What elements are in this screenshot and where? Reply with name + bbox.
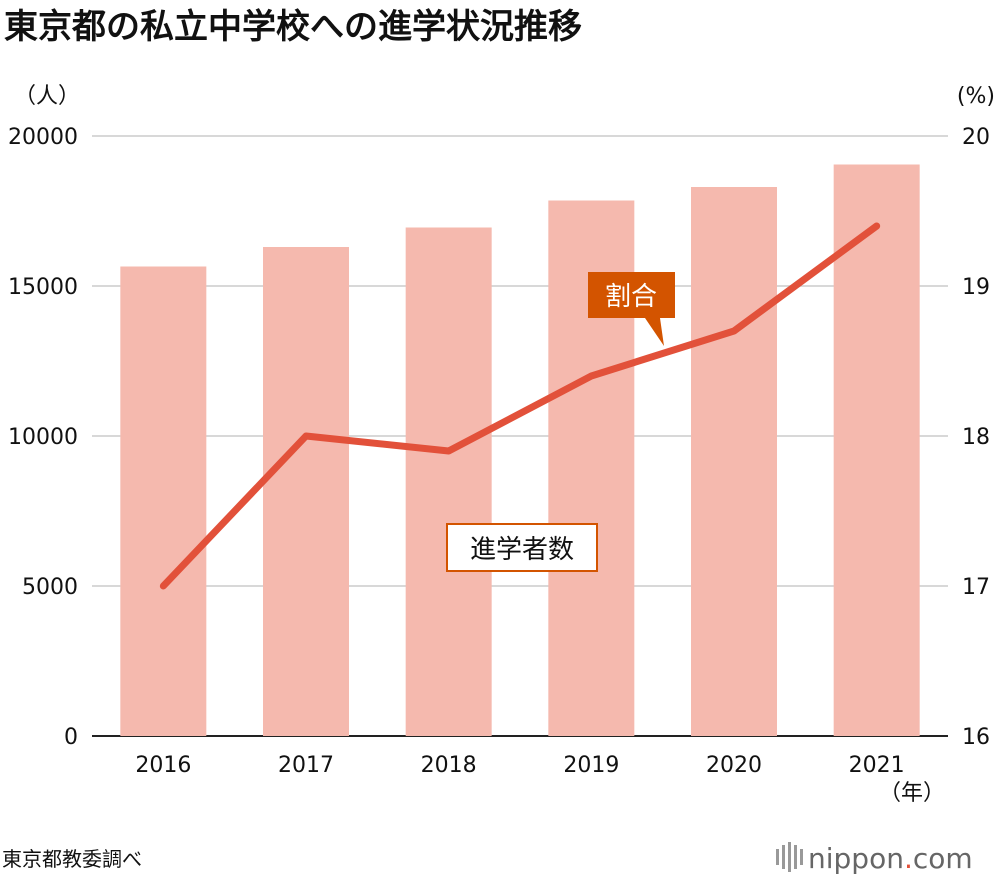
svg-text:nippon.com: nippon.com: [808, 842, 973, 875]
x-tick-label: 2016: [135, 753, 191, 778]
left-axis-ticks: 0 5000 10000 15000 20000: [8, 125, 78, 750]
bar: [405, 227, 492, 736]
chart-title: 東京都の私立中学校への進学状況推移: [4, 7, 582, 47]
bar-series: [120, 164, 920, 736]
callout-count-box: [446, 523, 598, 572]
left-tick-label: 0: [64, 725, 78, 750]
x-tick-label: 2020: [706, 753, 762, 778]
x-tick-label: 2017: [278, 753, 334, 778]
left-tick-label: 20000: [8, 125, 78, 150]
callout-count: 進学者数: [446, 523, 598, 572]
logo-suffix: com: [913, 842, 973, 875]
right-tick-label: 19: [962, 275, 990, 300]
ratio-line: [159, 222, 881, 590]
right-tick-label: 20: [962, 125, 990, 150]
left-tick-label: 10000: [8, 425, 78, 450]
x-tick-label: 2019: [563, 753, 619, 778]
x-tick-label: 2018: [421, 753, 477, 778]
x-axis-unit: （年）: [879, 781, 945, 806]
bar: [120, 266, 207, 736]
callout-ratio: 割合: [588, 272, 675, 346]
logo-dot: .: [904, 842, 913, 875]
callout-ratio-bubble: [588, 272, 675, 346]
gridlines: [92, 135, 948, 737]
right-tick-label: 17: [962, 575, 990, 600]
line-series: [159, 222, 881, 590]
source-note: 東京都教委調べ: [2, 847, 142, 871]
x-axis-ticks: 2016 2017 2018 2019 2020 2021: [135, 753, 904, 778]
bar: [691, 187, 777, 736]
bar: [263, 247, 349, 736]
callout-count-label: 進学者数: [470, 535, 574, 565]
nippon-logo: nippon.com: [776, 842, 973, 875]
left-axis-unit: （人）: [14, 84, 80, 109]
callout-ratio-label: 割合: [605, 282, 657, 312]
logo-mark-icon: [776, 842, 803, 872]
right-axis-ticks: 16 17 18 19 20: [962, 125, 990, 750]
right-tick-label: 18: [962, 425, 990, 450]
bar: [833, 164, 920, 736]
logo-text: nippon: [808, 842, 904, 875]
right-axis-unit: (%): [957, 84, 995, 109]
x-tick-label: 2021: [849, 753, 905, 778]
left-tick-label: 5000: [22, 575, 78, 600]
left-tick-label: 15000: [8, 275, 78, 300]
right-tick-label: 16: [962, 725, 990, 750]
